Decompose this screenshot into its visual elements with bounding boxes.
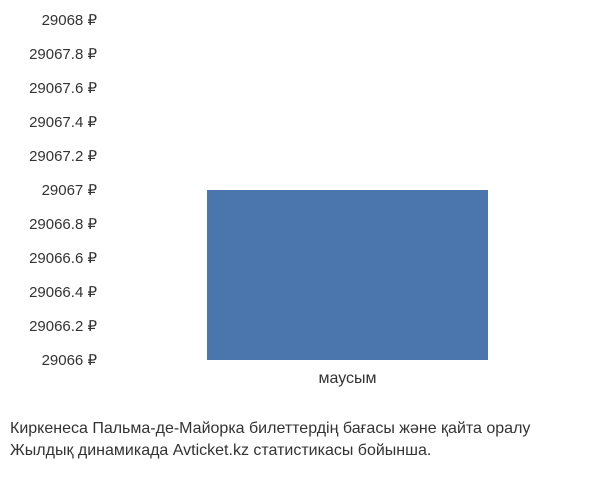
y-axis: 29068 ₽29067.8 ₽29067.6 ₽29067.4 ₽29067.… (0, 20, 105, 360)
y-tick-label: 29067 ₽ (42, 181, 97, 199)
y-tick-label: 29066.2 ₽ (29, 317, 97, 335)
plot-area: маусым (105, 20, 590, 360)
y-tick-label: 29067.4 ₽ (29, 113, 97, 131)
y-tick-label: 29067.2 ₽ (29, 147, 97, 165)
caption-line-2: Жылдық динамикада Avticket.kz статистика… (10, 440, 530, 462)
y-tick-label: 29067.6 ₽ (29, 79, 97, 97)
y-tick-label: 29066.4 ₽ (29, 283, 97, 301)
x-tick-label: маусым (318, 370, 376, 388)
caption-line-1: Киркенеса Пальма-де-Майорка билеттердің … (10, 418, 530, 440)
y-tick-label: 29066 ₽ (42, 351, 97, 369)
bar (207, 190, 488, 360)
y-tick-label: 29066.8 ₽ (29, 215, 97, 233)
chart-caption: Киркенеса Пальма-де-Майорка билеттердің … (10, 418, 530, 463)
y-tick-label: 29067.8 ₽ (29, 45, 97, 63)
y-tick-label: 29066.6 ₽ (29, 249, 97, 267)
y-tick-label: 29068 ₽ (42, 11, 97, 29)
bar-chart: 29068 ₽29067.8 ₽29067.6 ₽29067.4 ₽29067.… (0, 20, 600, 400)
